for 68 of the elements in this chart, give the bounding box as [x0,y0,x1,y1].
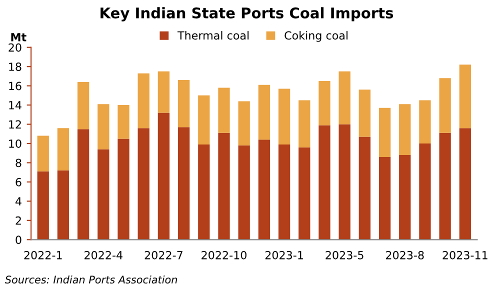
bar [138,128,150,240]
x-tick-label: 2023-1 [265,250,303,260]
y-tick-label: 18 [9,62,22,71]
bar [338,71,350,124]
bar [358,136,371,240]
source-note: Sources: Indian Ports Association [4,275,178,284]
bar [77,129,90,240]
legend-label: Thermal coal [177,31,249,40]
bar [378,156,391,240]
bar [419,100,431,144]
x-tick-label: 2022-4 [84,250,122,260]
bar [318,81,330,126]
bar [318,125,330,240]
legend-label: Coking coal [284,31,348,42]
bar [37,171,49,240]
bar [258,140,270,240]
bar [77,82,90,130]
y-tick-label: 2 [16,216,21,225]
bar [399,155,411,240]
bar [138,73,150,128]
y-tick-label: 4 [16,197,22,206]
bar [218,88,230,133]
bar [419,144,431,240]
bar [459,128,471,240]
bar [439,78,451,133]
bar [399,104,411,156]
bar [118,105,130,139]
y-tick-label: 6 [16,178,22,186]
x-tick-label: 2023-11 [442,250,488,260]
bar [278,144,290,240]
bar [338,124,350,240]
bar [57,128,70,170]
x-tick-label: 2022-10 [202,250,246,260]
bar [37,136,49,172]
x-tick-label: 2023-8 [386,250,424,260]
bar [198,144,210,240]
bar [118,138,130,240]
bar [238,101,250,146]
y-tick-label: 16 [9,82,22,90]
y-tick-label: 0 [16,236,22,244]
y-tick-label: 10 [9,139,22,148]
x-tick-label: 2022-1 [24,250,62,260]
bar [238,145,250,240]
y-tick-label: 12 [9,120,21,128]
bar [178,80,190,128]
bar [57,170,70,240]
bar [158,112,170,240]
bar [378,108,391,157]
bar [459,64,471,128]
bar [218,132,230,240]
bar [98,149,110,240]
bar [98,104,110,150]
y-tick-label: 8 [16,158,22,168]
y-tick-label: 14 [9,101,22,110]
bar [298,100,310,148]
x-tick-label: 2023-5 [326,250,364,260]
bar [158,71,170,113]
bar [258,84,270,140]
bar [298,147,310,240]
chart-title: Key Indian State Ports Coal Imports [100,7,394,22]
bar [278,88,290,144]
x-tick-label: 2022-7 [144,250,182,260]
bar [358,90,371,137]
bar [439,132,451,240]
y-axis-title: Mt [11,33,26,42]
y-tick-label: 20 [8,43,22,52]
bar [178,127,190,240]
bar [198,95,210,144]
